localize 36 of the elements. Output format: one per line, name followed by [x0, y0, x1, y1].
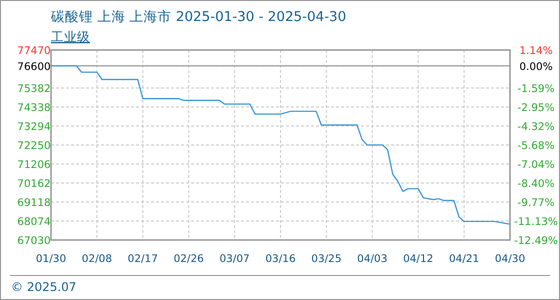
y-tick-label: 69118	[17, 197, 51, 209]
y2-tick-label: -12.49%	[514, 235, 558, 247]
x-tick-label: 01/30	[36, 253, 66, 265]
x-tick-label: 04/21	[448, 253, 480, 265]
x-tick-label: 02/26	[174, 253, 204, 265]
y2-tick-label: 0.00%	[519, 60, 553, 73]
x-tick-label: 04/03	[357, 253, 388, 265]
chart-subtitle: 工业级	[51, 29, 90, 44]
y-tick-label: 71206	[17, 159, 52, 171]
y2-tick-label: -9.77%	[517, 197, 555, 210]
y-tick-label: 74338	[17, 102, 51, 114]
y-tick-label: 76600	[17, 60, 51, 73]
x-tick-label: 04/30	[494, 253, 526, 265]
x-tick-label: 03/25	[311, 253, 342, 265]
y2-tick-label: -8.40%	[517, 178, 555, 190]
x-tick-label: 02/17	[128, 253, 158, 265]
text: © 2025.07	[11, 280, 76, 294]
y2-tick-label: -1.59%	[517, 83, 555, 96]
y-tick-label: 67030	[17, 235, 51, 247]
y-tick-label: 73294	[17, 121, 52, 133]
y2-tick-label: 1.14%	[519, 45, 553, 57]
y2-tick-label: -4.32%	[517, 121, 555, 134]
y-tick-label: 70162	[17, 178, 51, 190]
x-tick-label: 04/12	[403, 253, 434, 265]
y-tick-label: 75382	[17, 83, 51, 95]
x-tick-label: 02/08	[82, 253, 112, 265]
y2-tick-label: -7.04%	[517, 159, 555, 172]
y-tick-label: 68074	[17, 216, 52, 228]
y2-tick-label: -11.13%	[514, 216, 558, 228]
chart-title: 碳酸锂 上海 上海市 2025-01-30 - 2025-04-30	[50, 9, 346, 25]
x-tick-label: 03/07	[219, 253, 250, 265]
y2-tick-label: -2.95%	[517, 102, 555, 114]
y-tick-label: 77470	[17, 45, 51, 57]
x-tick-label: 03/16	[265, 253, 296, 265]
y-tick-label: 72250	[17, 140, 51, 152]
y2-tick-label: -5.68%	[517, 140, 555, 152]
